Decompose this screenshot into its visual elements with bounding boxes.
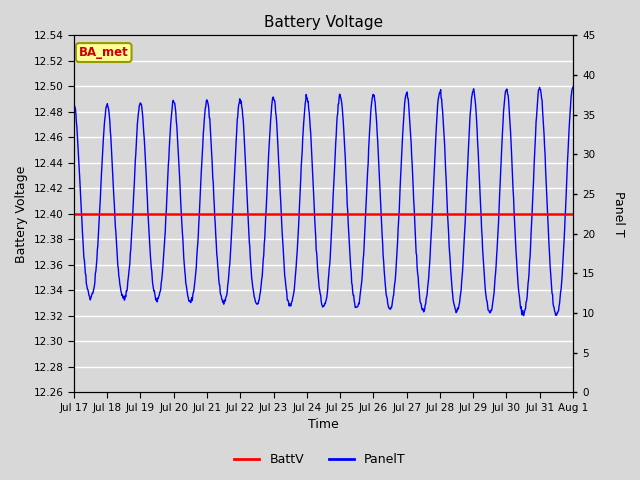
Title: Battery Voltage: Battery Voltage [264, 15, 383, 30]
X-axis label: Time: Time [308, 419, 339, 432]
Y-axis label: Panel T: Panel T [612, 191, 625, 237]
Legend: BattV, PanelT: BattV, PanelT [229, 448, 411, 471]
Text: BA_met: BA_met [79, 46, 129, 59]
Y-axis label: Battery Voltage: Battery Voltage [15, 165, 28, 263]
